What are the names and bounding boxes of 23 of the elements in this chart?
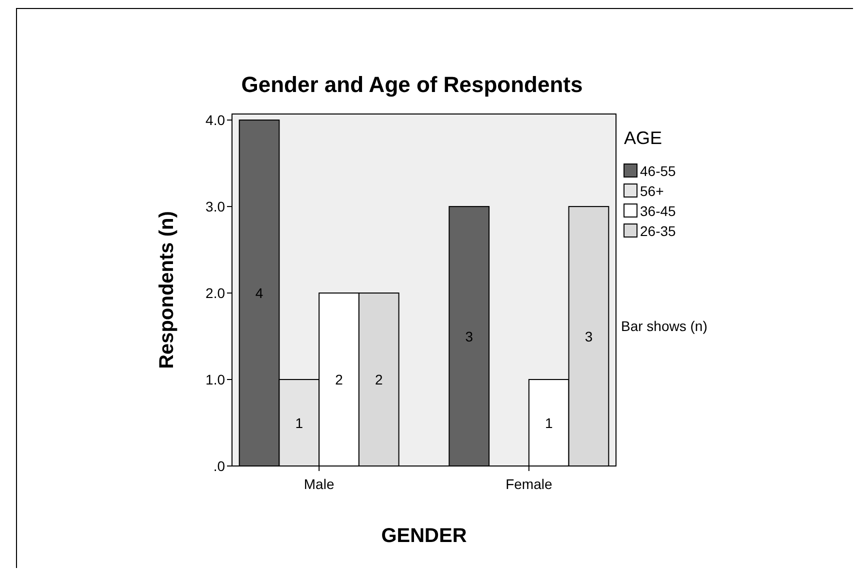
y-tick-label: .0: [213, 458, 226, 474]
y-tick-label: 1.0: [206, 372, 226, 388]
legend-label: 36-45: [640, 203, 676, 219]
y-tick-label: 4.0: [206, 112, 226, 128]
chart-title: Gender and Age of Respondents: [241, 72, 583, 97]
legend-label: 26-35: [640, 223, 676, 239]
data-label: 2: [335, 372, 344, 388]
data-label: 3: [465, 328, 474, 344]
legend-label: 56+: [640, 183, 664, 199]
data-label: 1: [295, 414, 304, 431]
data-label: 4: [255, 285, 264, 302]
x-axis-title: GENDER: [381, 525, 468, 547]
y-tick-label: 3.0: [206, 198, 226, 215]
x-tick-label: Female: [506, 476, 552, 492]
data-label: 1: [544, 414, 553, 431]
legend-label: 46-55: [640, 163, 676, 179]
x-tick-label: Male: [304, 476, 334, 492]
text: Bar shows (n): [621, 318, 708, 334]
y-axis-title: Respondents (n): [156, 211, 178, 369]
data-label: 2: [374, 372, 383, 388]
y-tick-label: 2.0: [206, 285, 226, 302]
legend-title: AGE: [624, 128, 662, 148]
data-label: 3: [584, 328, 593, 344]
